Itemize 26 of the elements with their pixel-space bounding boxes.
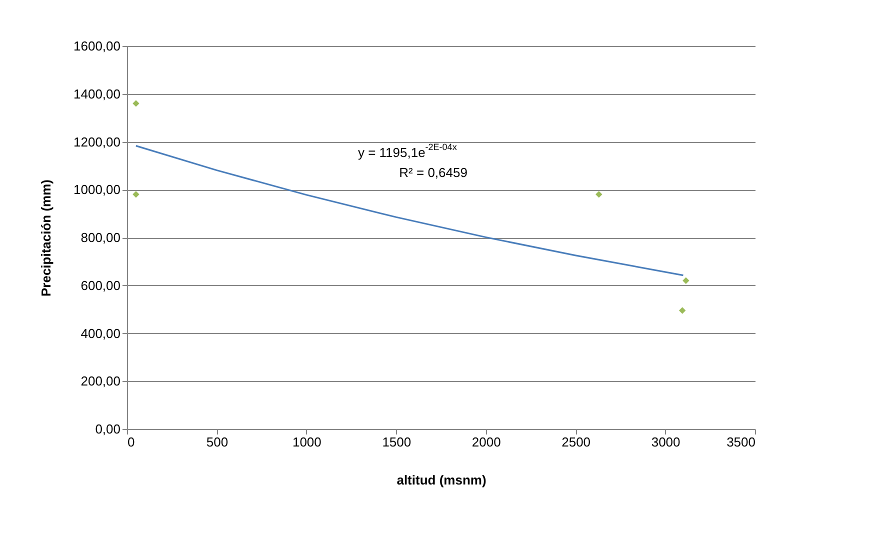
point [596, 191, 602, 198]
point [132, 191, 140, 198]
y-tick-label: 1000,00 [74, 182, 120, 198]
point [132, 100, 140, 107]
x-axis-title: altitud (msnm) [396, 472, 486, 488]
y-tick-label: 0,00 [95, 422, 120, 436]
x-tick-label: 500 [206, 434, 228, 450]
point [682, 277, 690, 284]
x-tick-label: 2500 [562, 434, 591, 450]
y-tick-label: 800,00 [80, 230, 120, 245]
line-series [135, 145, 684, 276]
y-tick-label: 1400,00 [74, 86, 120, 102]
x-tick-label: 1500 [382, 434, 412, 450]
y-tick-label: 600,00 [80, 278, 120, 293]
y-tick-label: 1600,00 [74, 38, 120, 54]
x-tick-label: 3500 [726, 434, 756, 450]
y-tick-label: 1200,00 [74, 134, 120, 150]
y-tick-label: 400,00 [80, 326, 120, 341]
x-tick-label: 1000 [292, 434, 322, 450]
annotation: R² = 0,6459 [399, 165, 468, 180]
point [678, 307, 686, 314]
x-tick-label: 0 [128, 434, 135, 450]
y-axis-title: Precipitación (mm) [38, 179, 54, 297]
x-tick-label: 3000 [651, 434, 680, 450]
y-tick-label: 200,00 [80, 374, 120, 389]
x-tick-label: 2000 [472, 434, 501, 450]
